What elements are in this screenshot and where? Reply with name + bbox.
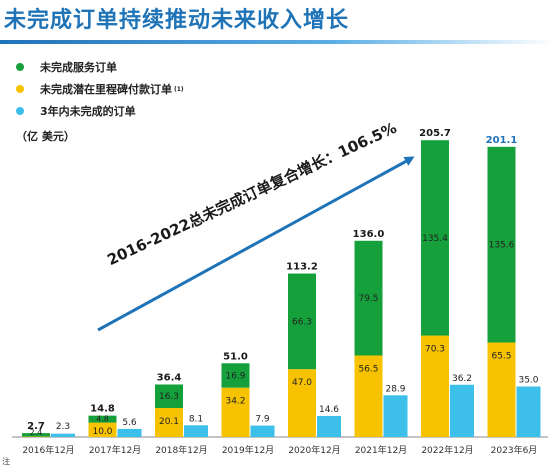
bar-service (288, 273, 316, 370)
data-label-3yr: 8.1 (189, 414, 203, 424)
legend-dot-milestone (16, 85, 24, 93)
data-label-3yr: 14.6 (319, 405, 339, 415)
data-label-service: 135.6 (489, 241, 515, 251)
data-label-service: 16.3 (159, 392, 179, 402)
data-label-service: 2.4 (30, 428, 43, 437)
bar-service (22, 433, 50, 437)
data-label-service: 16.9 (225, 371, 245, 381)
legend-dot-service (16, 63, 24, 71)
data-label-service: 66.3 (292, 317, 312, 327)
legend-label-milestone: 未完成潜在里程碑付款订单 (40, 83, 172, 96)
legend-label-service: 未完成服务订单 (40, 61, 117, 74)
legend-label-3yr: 3年内未完成的订单 (40, 105, 136, 118)
data-label-3yr: 36.2 (452, 374, 472, 384)
bar-3yr (184, 425, 208, 437)
x-tick-label: 2022年12月 (421, 444, 473, 456)
legend-dot-3yr (16, 107, 24, 115)
total-label: 51.0 (223, 351, 248, 362)
bar-3yr (51, 433, 75, 437)
bar-service (88, 415, 117, 423)
x-tick-label: 2020年12月 (288, 444, 340, 456)
title-rule (0, 40, 554, 44)
data-label-milestone: 10.0 (92, 427, 112, 437)
bar-service (421, 140, 449, 336)
footnote: 注 (2, 457, 10, 466)
bar-service (155, 384, 183, 408)
legend: 未完成服务订单 未完成潜在里程碑付款订单 (1) 3年内未完成的订单 (16, 56, 184, 122)
bar-milestone (487, 342, 516, 437)
data-label-3yr: 7.9 (255, 415, 270, 425)
x-tick-label: 2021年12月 (355, 444, 407, 456)
bar-milestone (88, 422, 117, 437)
data-label-3yr: 5.6 (122, 418, 137, 428)
x-tick-label: 2023年6月 (491, 444, 538, 456)
total-label: 205.7 (419, 128, 451, 139)
total-label: 201.1 (486, 135, 518, 146)
data-label-milestone: 70.3 (425, 345, 445, 355)
bar-service (221, 363, 250, 388)
bar-3yr (516, 386, 541, 437)
bar-3yr (383, 395, 408, 437)
legend-item-3yr: 3年内未完成的订单 (16, 100, 184, 122)
data-label-milestone: 20.1 (159, 417, 179, 427)
total-label: 2.7 (27, 421, 45, 432)
total-label: 14.8 (90, 404, 115, 415)
unit-label: （亿 美元） (16, 130, 75, 143)
x-tick-label: 2019年12月 (222, 444, 274, 456)
data-label-milestone: 47.0 (292, 378, 312, 388)
data-label-milestone: 56.5 (358, 364, 378, 374)
bar-service (487, 146, 516, 343)
data-label-milestone: 34.2 (225, 397, 245, 407)
x-tick-label: 2018年12月 (155, 444, 207, 456)
bar-milestone (155, 407, 183, 437)
bar-milestone (354, 355, 383, 437)
data-label-milestone: 65.5 (491, 351, 511, 361)
bar-3yr (250, 425, 275, 437)
bar-milestone (421, 335, 449, 437)
bar-service (354, 240, 383, 356)
data-label-3yr: 28.9 (385, 384, 405, 394)
bar-milestone (288, 369, 316, 437)
legend-item-milestone: 未完成潜在里程碑付款订单 (1) (16, 78, 184, 100)
bar-3yr (317, 415, 341, 437)
bar-3yr (117, 428, 142, 437)
total-label: 36.4 (157, 372, 182, 383)
legend-item-service: 未完成服务订单 (16, 56, 184, 78)
data-label-service: 79.5 (358, 294, 378, 304)
bar-milestone (221, 387, 250, 437)
legend-sup-milestone: (1) (174, 85, 184, 93)
x-tick-label: 2017年12月 (89, 444, 141, 456)
total-label: 113.2 (286, 262, 318, 273)
bar-3yr (450, 384, 474, 437)
cagr-arrow (97, 156, 415, 332)
data-label-3yr: 35.0 (518, 376, 538, 386)
total-label: 136.0 (353, 229, 385, 240)
page-title: 未完成订单持续推动未来收入增长 (4, 8, 350, 33)
data-label-3yr: 2.3 (56, 422, 70, 432)
data-label-service: 135.4 (422, 234, 448, 244)
data-label-service: 4.8 (96, 415, 109, 424)
x-tick-label: 2016年12月 (22, 444, 74, 456)
